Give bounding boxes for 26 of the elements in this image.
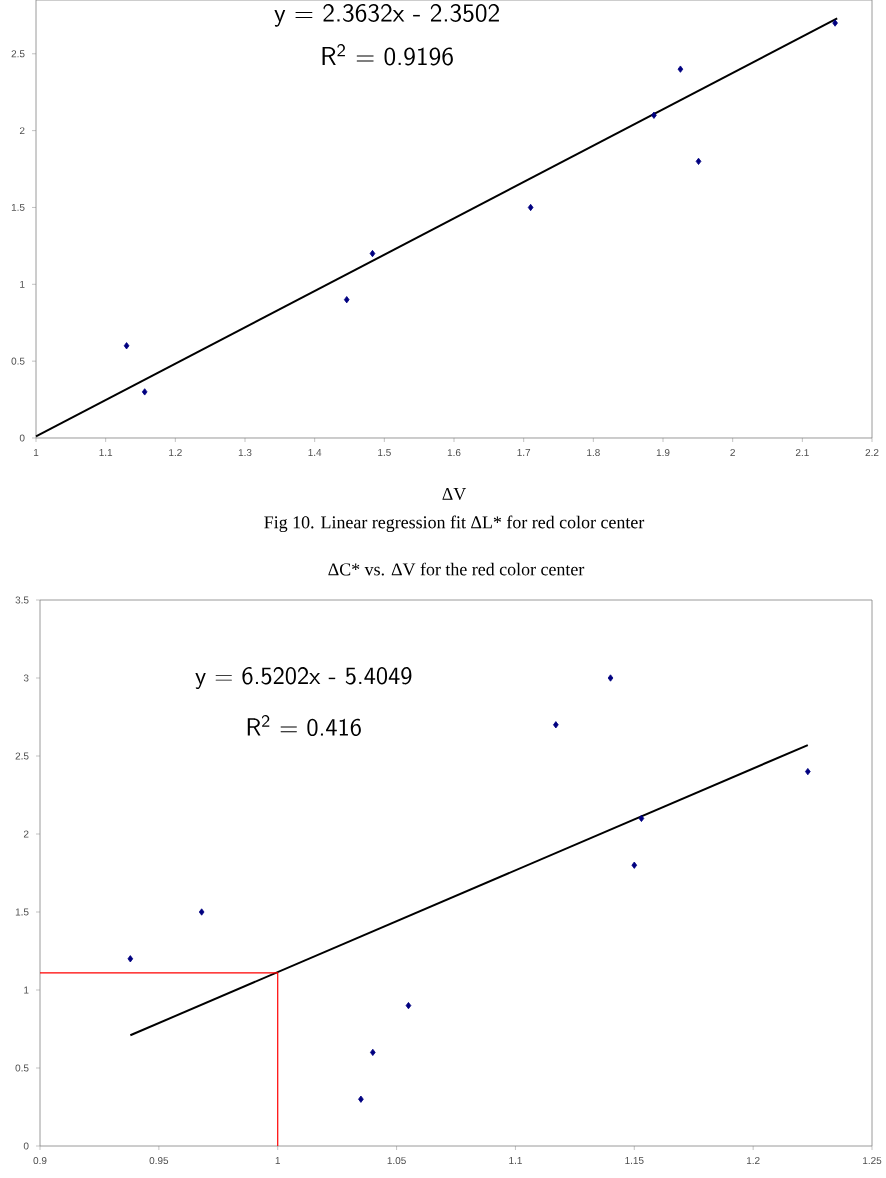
point	[123, 342, 130, 350]
point	[631, 861, 638, 869]
annotation: R$^{2}$ = 0.9196	[322, 44, 453, 66]
point	[141, 388, 148, 396]
chart-title: ΔC* vs. ΔV for the red color center	[328, 562, 585, 576]
point	[343, 296, 350, 304]
point	[527, 203, 534, 212]
point	[638, 814, 645, 822]
point	[832, 19, 838, 27]
point	[553, 721, 559, 729]
annotation: R$^{2}$ = 0.416	[247, 715, 361, 737]
point	[127, 955, 134, 963]
point	[695, 157, 702, 165]
point	[198, 908, 205, 916]
point	[805, 768, 811, 776]
caption: Fig 10. Linear regression fit ΔL* for red color center	[264, 515, 645, 533]
point	[607, 674, 614, 682]
x-axis-title: ΔV	[442, 488, 467, 501]
point	[369, 249, 376, 258]
point	[370, 1048, 376, 1056]
point	[358, 1095, 364, 1103]
point	[651, 111, 657, 119]
annotation: y = 6.5202x - 5.4049	[195, 667, 412, 690]
point	[677, 65, 684, 73]
point	[405, 1002, 412, 1010]
annotation: y = 2.3632x - 2.3502	[274, 3, 499, 27]
